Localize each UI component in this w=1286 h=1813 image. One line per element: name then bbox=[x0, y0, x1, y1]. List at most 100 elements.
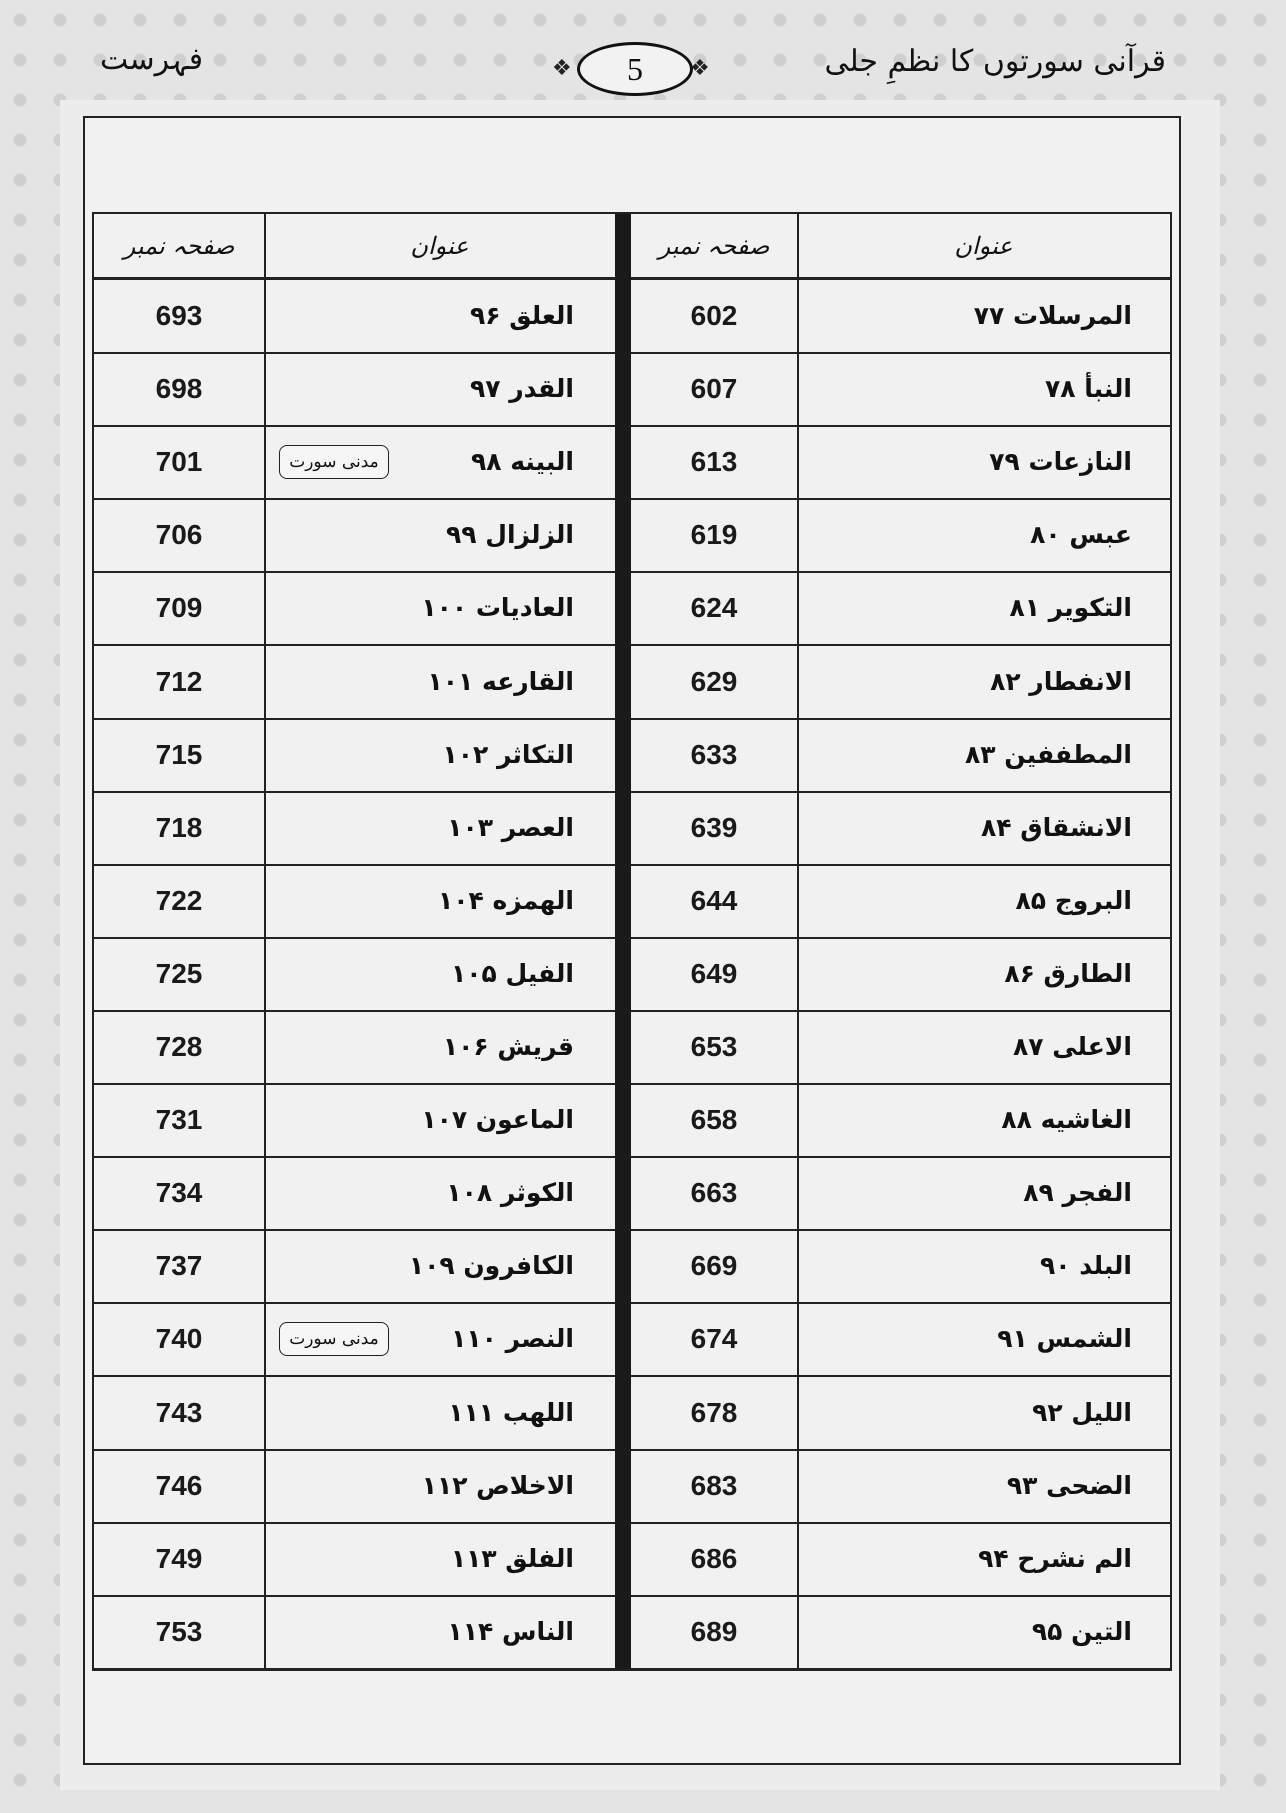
page-number-cell: 613 bbox=[690, 446, 738, 478]
surah-title-cell: المرسلات ۷۷ bbox=[973, 301, 1132, 330]
surah-title-cell: الطارق ۸۶ bbox=[1004, 958, 1132, 988]
page-number-cell: 737 bbox=[155, 1250, 203, 1282]
page-number-cell: 689 bbox=[690, 1615, 738, 1647]
table-row bbox=[94, 1010, 615, 1085]
table-row bbox=[631, 1083, 1170, 1159]
page-number-cell: 728 bbox=[155, 1031, 203, 1062]
table-row bbox=[631, 1010, 1170, 1085]
table-row bbox=[631, 1595, 1170, 1670]
surah-title-cell: العلق ۹۶ bbox=[469, 301, 574, 330]
surah-title-cell: الاخلاص ۱۱۲ bbox=[421, 1470, 574, 1500]
surah-title-cell: الفیل ۱۰۵ bbox=[451, 958, 574, 988]
surah-title-cell: الاعلی ۸۷ bbox=[1013, 1032, 1132, 1061]
page-number-cell: 709 bbox=[155, 592, 203, 624]
page-number-cell: 674 bbox=[690, 1323, 738, 1355]
page-number-cell: 663 bbox=[690, 1177, 738, 1209]
page-number-cell: 701 bbox=[155, 446, 203, 478]
surah-title-cell: الشمس ۹۱ bbox=[997, 1324, 1132, 1354]
surah-title-cell: الماعون ۱۰۷ bbox=[421, 1105, 574, 1135]
madani-surah-badge: مدنی سورت bbox=[279, 1322, 389, 1357]
surah-title-cell: اللیل ۹۲ bbox=[1032, 1397, 1132, 1427]
surah-title-cell: النبأ ۷۸ bbox=[1045, 374, 1132, 404]
table-row bbox=[631, 645, 1170, 720]
surah-title-cell: النازعات ۷۹ bbox=[989, 447, 1132, 477]
table-row bbox=[631, 1229, 1170, 1305]
table-row bbox=[631, 352, 1170, 428]
table-row bbox=[94, 1156, 615, 1232]
content-frame bbox=[83, 116, 1181, 1765]
table-row bbox=[631, 498, 1170, 574]
header-title-left: عنوان bbox=[264, 214, 615, 280]
surah-title-cell: البلد ۹۰ bbox=[1039, 1251, 1132, 1281]
page-number-cell: 686 bbox=[690, 1542, 738, 1574]
page-number-cell: 746 bbox=[155, 1469, 203, 1501]
page-number-cell: 725 bbox=[155, 957, 203, 989]
page-number-cell: 718 bbox=[155, 811, 203, 843]
section-title: فہرست bbox=[100, 42, 204, 77]
page-number-cell: 706 bbox=[155, 519, 203, 551]
table-row bbox=[94, 279, 615, 354]
surah-title-cell: عبس ۸۰ bbox=[1030, 520, 1132, 550]
column-divider bbox=[797, 214, 799, 1669]
page-number: 5 bbox=[577, 42, 693, 96]
table-row bbox=[631, 937, 1170, 1012]
page-number-cell: 753 bbox=[155, 1615, 203, 1647]
surah-title-cell: القدر ۹۷ bbox=[469, 374, 574, 404]
table-row bbox=[631, 718, 1170, 793]
page-number-cell: 722 bbox=[155, 884, 203, 916]
table-row bbox=[631, 1376, 1170, 1451]
page-number-cell: 602 bbox=[690, 300, 738, 331]
page-number-cell: 743 bbox=[155, 1396, 203, 1428]
surah-title-cell: البینه ۹۸ bbox=[471, 447, 574, 477]
surah-title-cell: العصر ۱۰۳ bbox=[447, 812, 574, 842]
table-of-contents: صفحہ نمبر عنوان صفحہ نمبر عنوان 693 العلق… bbox=[92, 212, 1172, 1671]
surah-title-cell: قریش ۱۰۶ bbox=[442, 1032, 574, 1061]
page-number-cell: 624 bbox=[690, 592, 738, 624]
page-number-cell: 693 bbox=[155, 300, 203, 331]
table-row bbox=[94, 937, 615, 1012]
table-row bbox=[94, 571, 615, 647]
table-row bbox=[94, 1229, 615, 1305]
surah-title-cell: الهمزه ۱۰۴ bbox=[437, 885, 574, 915]
page-number-cell: 649 bbox=[690, 957, 738, 989]
header-page-right: صفحہ نمبر bbox=[631, 214, 797, 280]
page-number-cell: 712 bbox=[155, 665, 203, 697]
surah-title-cell: النصر ۱۱۰ bbox=[451, 1324, 574, 1354]
surah-title-cell: التکاثر ۱۰۲ bbox=[442, 739, 574, 769]
page-number-cell: 698 bbox=[155, 373, 203, 405]
surah-title-cell: العادیات ۱۰۰ bbox=[421, 593, 574, 623]
surah-title-cell: التکویر ۸۱ bbox=[1009, 593, 1132, 623]
table-row bbox=[94, 425, 615, 501]
ornament-right-icon: ❖ bbox=[690, 56, 710, 81]
table-row bbox=[631, 1449, 1170, 1524]
page-number-cell: 658 bbox=[690, 1104, 738, 1136]
center-divider bbox=[615, 214, 631, 1669]
table-row bbox=[94, 1449, 615, 1524]
surah-title-cell: الکوثر ۱۰۸ bbox=[446, 1178, 574, 1208]
table-row bbox=[631, 571, 1170, 647]
surah-title-cell: اللهب ۱۱۱ bbox=[448, 1397, 574, 1427]
surah-title-cell: الفلق ۱۱۳ bbox=[450, 1543, 574, 1573]
table-row bbox=[631, 1302, 1170, 1378]
surah-title-cell: الزلزال ۹۹ bbox=[446, 520, 574, 550]
table-row bbox=[94, 1083, 615, 1159]
page-number-cell: 749 bbox=[155, 1542, 203, 1574]
page-number-cell: 734 bbox=[155, 1177, 203, 1209]
table-row bbox=[94, 1302, 615, 1378]
table-row bbox=[631, 791, 1170, 866]
table-row bbox=[94, 352, 615, 428]
table-row bbox=[631, 1156, 1170, 1232]
surah-title-cell: البروج ۸۵ bbox=[1015, 885, 1132, 915]
page-number-cell: 740 bbox=[155, 1323, 203, 1355]
table-row bbox=[631, 279, 1170, 354]
page-number-cell: 619 bbox=[690, 519, 738, 551]
surah-title-cell: الغاشیه ۸۸ bbox=[1001, 1105, 1132, 1135]
page-number-cell: 715 bbox=[155, 738, 203, 770]
header-title-right: عنوان bbox=[797, 214, 1170, 280]
page-number-cell: 731 bbox=[155, 1104, 203, 1136]
page-number-cell: 678 bbox=[690, 1396, 738, 1428]
page-number-cell: 683 bbox=[690, 1469, 738, 1501]
surah-title-cell: الم نشرح ۹۴ bbox=[978, 1543, 1132, 1573]
table-row bbox=[94, 718, 615, 793]
table-row bbox=[94, 791, 615, 866]
